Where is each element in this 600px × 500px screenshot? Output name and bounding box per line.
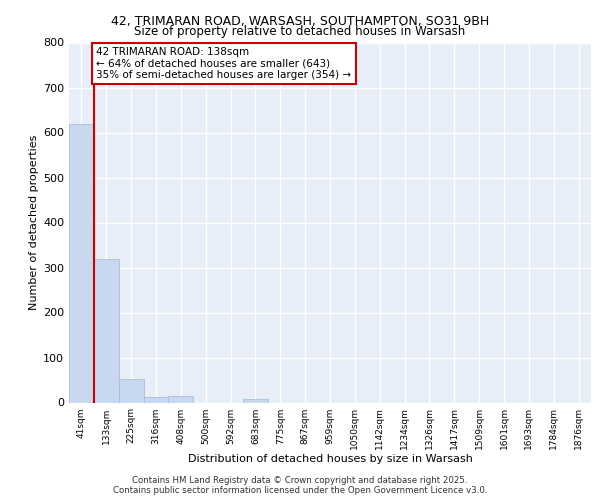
Text: Size of property relative to detached houses in Warsash: Size of property relative to detached ho… [134,25,466,38]
Text: 42 TRIMARAN ROAD: 138sqm
← 64% of detached houses are smaller (643)
35% of semi-: 42 TRIMARAN ROAD: 138sqm ← 64% of detach… [97,47,352,80]
Text: 42, TRIMARAN ROAD, WARSASH, SOUTHAMPTON, SO31 9BH: 42, TRIMARAN ROAD, WARSASH, SOUTHAMPTON,… [111,15,489,28]
X-axis label: Distribution of detached houses by size in Warsash: Distribution of detached houses by size … [188,454,472,464]
Bar [69,124,94,402]
Y-axis label: Number of detached properties: Number of detached properties [29,135,39,310]
Bar [243,400,268,402]
Bar [94,260,119,402]
Text: Contains HM Land Registry data © Crown copyright and database right 2025.
Contai: Contains HM Land Registry data © Crown c… [113,476,487,495]
Bar [169,396,193,402]
Bar [119,379,143,402]
Bar [143,397,169,402]
